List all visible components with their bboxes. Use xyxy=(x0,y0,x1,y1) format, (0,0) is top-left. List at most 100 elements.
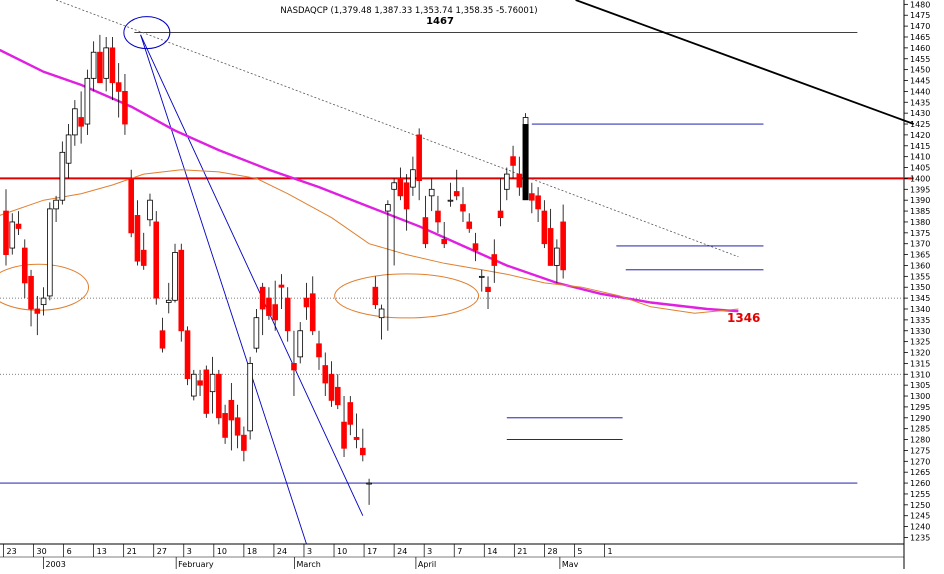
y-tick-label-1315: 1315 xyxy=(910,359,930,368)
candle-body-1 xyxy=(9,221,16,249)
candle-76 xyxy=(478,269,485,292)
date-tick-label-9: 24 xyxy=(277,547,287,556)
candle-body-49 xyxy=(309,293,316,332)
y-tick-label-1370: 1370 xyxy=(910,240,930,249)
y-tick-label-1445: 1445 xyxy=(910,77,930,86)
candle-72 xyxy=(453,169,460,201)
candle-body-51 xyxy=(322,365,329,384)
candle-body-36 xyxy=(228,399,235,421)
date-tick-label-4: 21 xyxy=(127,547,137,556)
y-tick-label-1420: 1420 xyxy=(910,131,930,140)
candle-69 xyxy=(435,195,441,233)
dotted-grid xyxy=(0,297,904,375)
candle-body-53 xyxy=(334,386,341,406)
candle-54 xyxy=(341,396,347,457)
candle-body-69 xyxy=(435,210,441,223)
candle-body-65 xyxy=(410,169,416,188)
candle-body-22 xyxy=(140,249,147,266)
candle-63 xyxy=(397,167,404,201)
candle-26 xyxy=(165,282,172,314)
candle-52 xyxy=(328,361,335,407)
candle-body-77 xyxy=(485,286,491,292)
y-tick-label-1300: 1300 xyxy=(910,392,930,401)
candle-53 xyxy=(334,374,341,410)
candle-6 xyxy=(40,287,47,316)
candle-body-67 xyxy=(422,217,429,245)
candle-78 xyxy=(491,239,498,283)
candle-40 xyxy=(253,308,260,353)
trend-lines xyxy=(0,0,915,545)
candle-88 xyxy=(554,239,560,283)
candle-body-45 xyxy=(284,297,291,332)
dotted-trend xyxy=(55,0,739,258)
candle-35 xyxy=(222,404,228,444)
y-tick-label-1460: 1460 xyxy=(910,44,930,53)
candle-body-79 xyxy=(497,210,504,219)
orange-ellipse-mid xyxy=(334,273,480,319)
y-tick-label-1345: 1345 xyxy=(910,294,930,303)
candle-body-73 xyxy=(460,204,466,212)
candle-77 xyxy=(485,276,491,309)
candle-body-61 xyxy=(385,204,391,212)
date-tick-label-18: 28 xyxy=(547,547,557,556)
y-tick-label-1240: 1240 xyxy=(910,523,930,532)
candle-36 xyxy=(228,382,235,451)
candle-body-0 xyxy=(3,210,9,255)
candle-68 xyxy=(428,178,435,212)
candle-61 xyxy=(385,200,391,331)
candle-body-48 xyxy=(303,297,310,308)
y-tick-label-1325: 1325 xyxy=(910,338,930,347)
date-tick-label-14: 3 xyxy=(427,547,432,556)
candle-body-44 xyxy=(278,284,285,288)
candle-1 xyxy=(9,213,16,255)
y-tick-label-1455: 1455 xyxy=(910,55,930,64)
date-tick-label-11: 10 xyxy=(337,547,347,556)
y-tick-label-1395: 1395 xyxy=(910,185,930,194)
candle-29 xyxy=(184,326,191,386)
candle-0 xyxy=(3,189,9,266)
y-tick-label-1450: 1450 xyxy=(910,66,930,75)
y-tick-label-1320: 1320 xyxy=(910,349,930,358)
candle-43 xyxy=(272,280,278,331)
y-tick-label-1415: 1415 xyxy=(910,142,930,151)
candle-13 xyxy=(84,69,91,135)
candle-body-3 xyxy=(21,247,28,284)
candle-19 xyxy=(122,73,128,135)
y-tick-label-1295: 1295 xyxy=(910,403,930,412)
date-tick-label-17: 21 xyxy=(517,547,527,556)
y-tick-label-1480: 1480 xyxy=(910,0,930,9)
candle-47 xyxy=(297,322,304,364)
candle-body-29 xyxy=(184,330,191,380)
candle-body-60 xyxy=(378,308,385,319)
candle-body-41 xyxy=(259,286,266,310)
date-tick-label-10: 3 xyxy=(307,547,312,556)
candle-body-88 xyxy=(554,247,560,266)
candle-41 xyxy=(259,282,266,336)
candle-body-86 xyxy=(541,210,548,245)
candle-body-66 xyxy=(416,134,422,182)
candle-24 xyxy=(153,211,160,305)
candle-body-81 xyxy=(510,156,516,166)
month-label-0: 2003 xyxy=(45,560,65,569)
candle-body-50 xyxy=(316,343,322,358)
y-tick-label-1405: 1405 xyxy=(910,164,930,173)
candle-body-46 xyxy=(291,362,297,371)
candle-85 xyxy=(535,187,541,222)
candle-body-47 xyxy=(297,330,304,358)
y-tick-label-1330: 1330 xyxy=(910,327,930,336)
candle-body-87 xyxy=(547,228,554,266)
candle-body-4 xyxy=(28,275,34,310)
date-tick-label-7: 10 xyxy=(217,547,227,556)
price-annotation-1346: 1346 xyxy=(727,311,760,325)
candle-body-40 xyxy=(253,317,260,349)
date-tick-label-0: 23 xyxy=(6,547,16,556)
y-tick-label-1245: 1245 xyxy=(910,512,930,521)
candle-4 xyxy=(28,269,34,327)
date-tick-label-15: 7 xyxy=(457,547,462,556)
y-tick-label-1380: 1380 xyxy=(910,218,930,227)
candle-body-71 xyxy=(447,199,454,202)
candle-50 xyxy=(316,330,322,370)
candle-84 xyxy=(529,182,535,214)
candle-body-56 xyxy=(353,436,360,440)
black-downtrend xyxy=(575,0,915,125)
